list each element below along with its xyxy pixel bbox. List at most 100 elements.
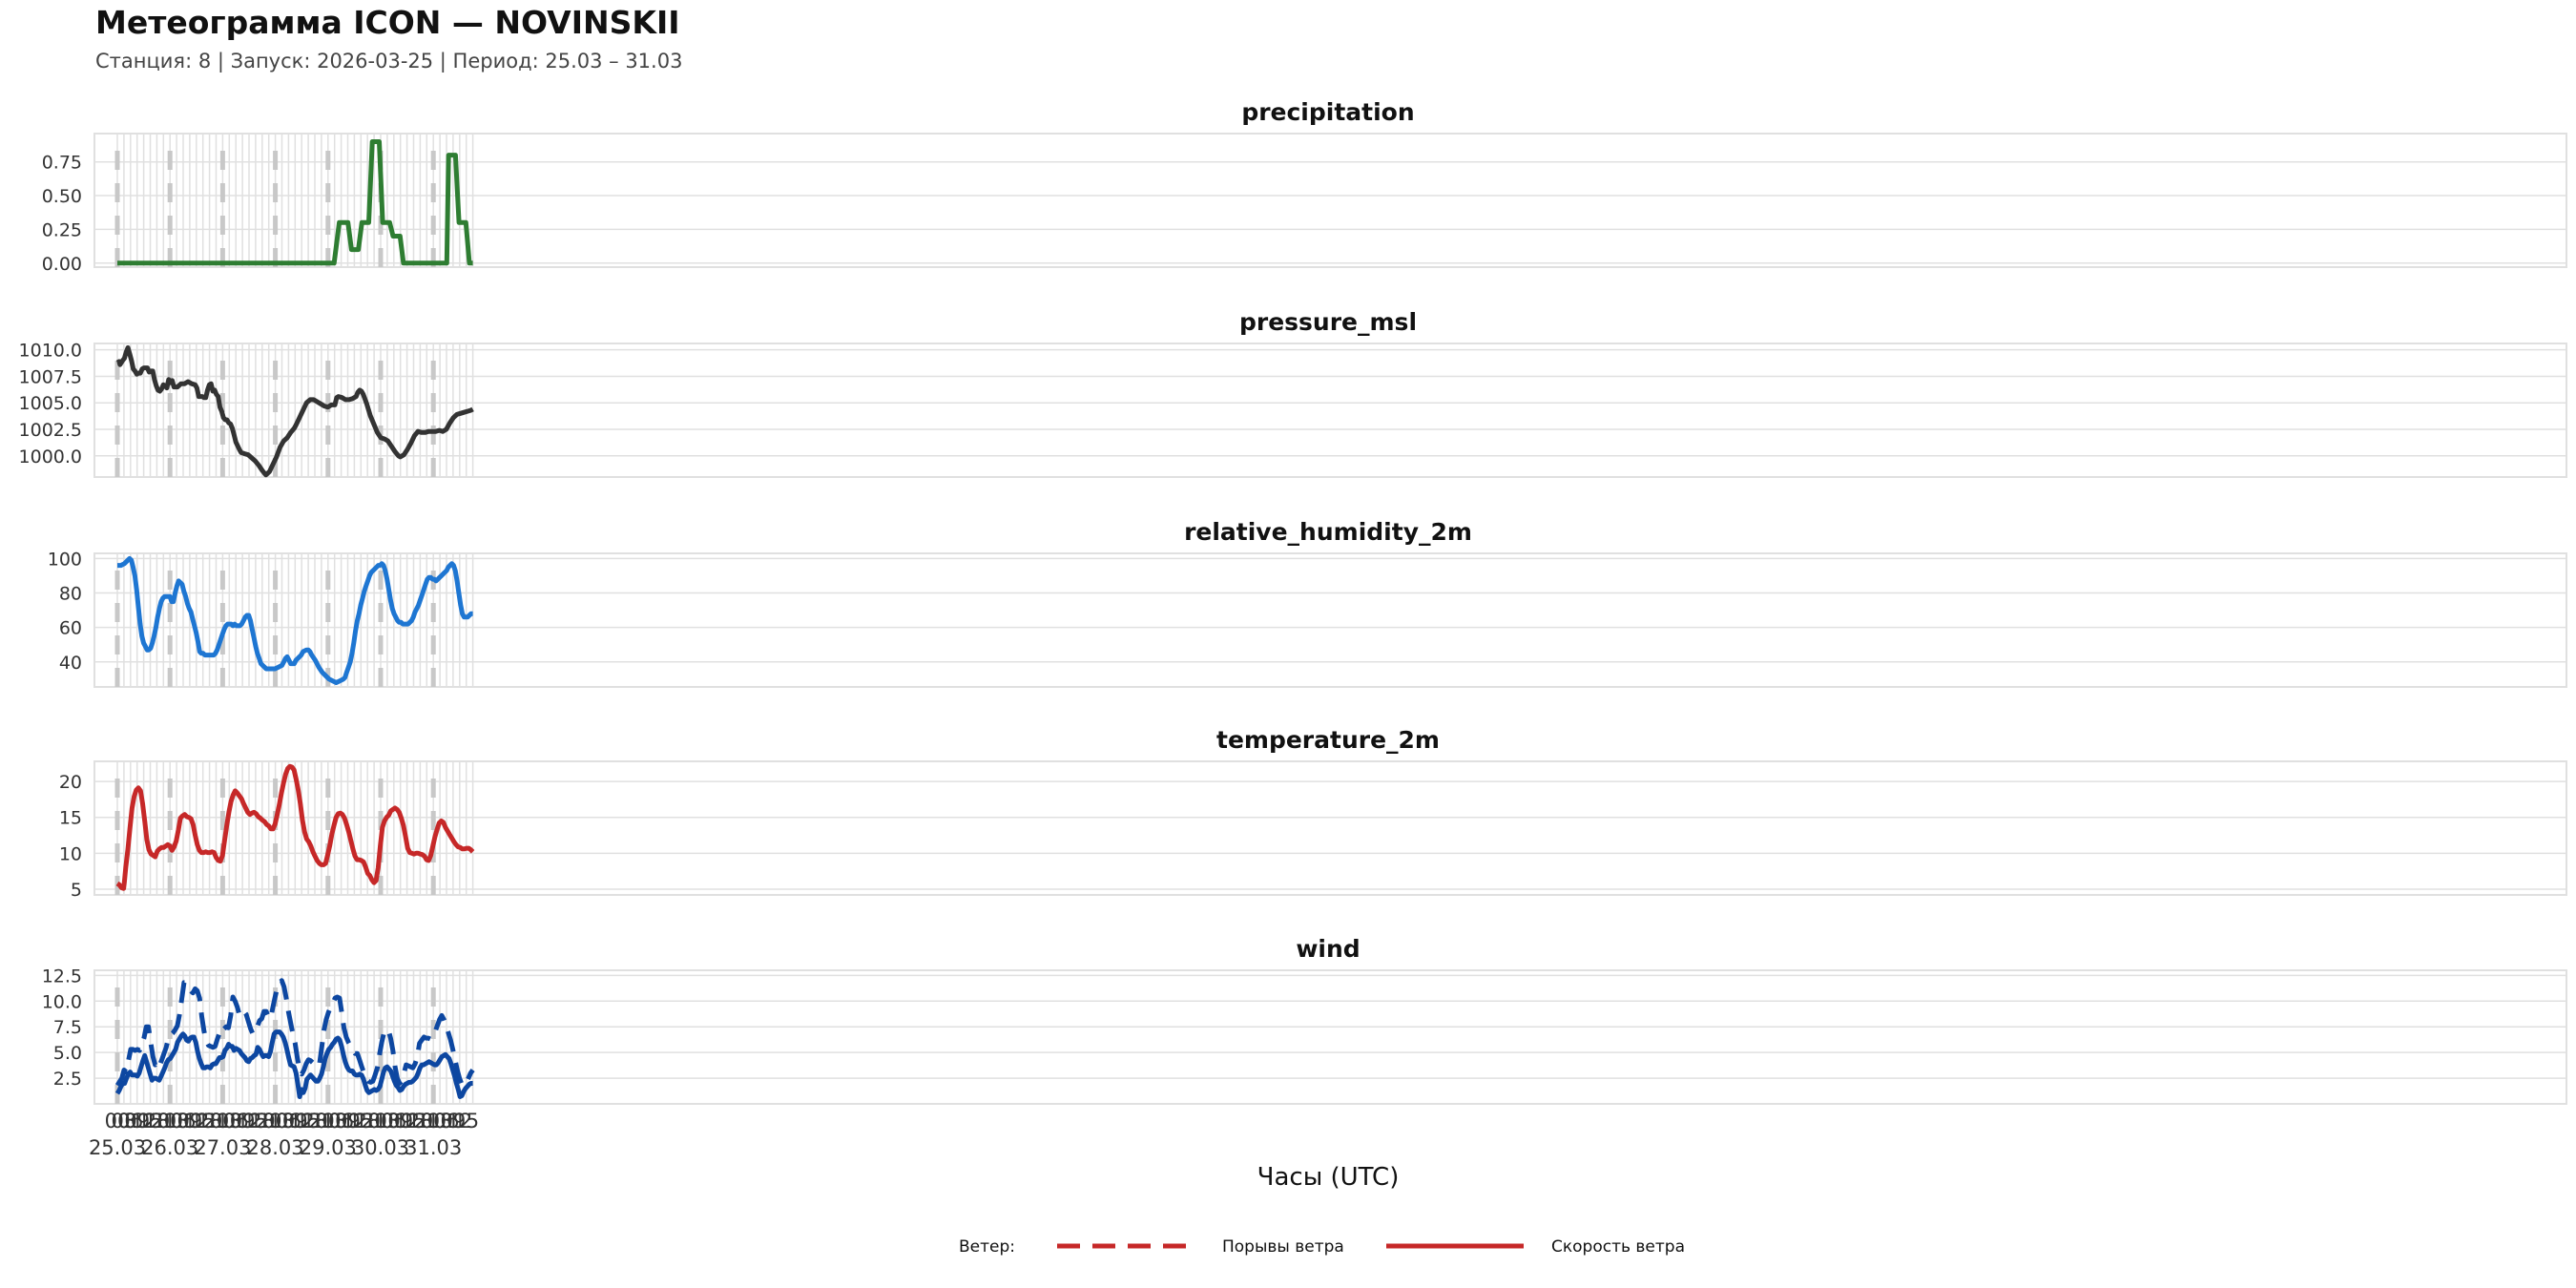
series-line-speed [114,1029,474,1099]
panel-relative_humidity_2m: 40 60 80 100 relative_humidity_2m [48,518,2567,689]
x-tick-label: 00 [421,1110,447,1132]
y-tick-label: 15 [59,808,82,829]
panel-title: pressure_msl [1239,308,1417,336]
x-tick-label: 15 [243,1110,269,1132]
panel-title: precipitation [1241,98,1414,126]
y-tick-label: 1005.0 [19,393,82,414]
x-tick-label: 03 [164,1110,190,1132]
series-line-gust [114,978,475,1089]
x-tick-label: 09 [177,1110,203,1132]
panel-pressure_msl: 1000.0 1002.5 1005.0 1007.5 1010.0 pressure_m… [19,308,2567,479]
x-day-label: 25.03 [89,1136,146,1159]
x-tick-label: 03 [427,1110,453,1132]
x-tick-label: 15 [190,1110,216,1132]
x-tick-label: 09 [387,1110,413,1132]
x-tick-label: 18 [407,1110,433,1132]
x-tick-label: 21 [362,1110,387,1132]
y-tick-label: 10 [59,843,82,864]
x-tick-label: 15 [348,1110,374,1132]
x-tick-label: 00 [368,1110,394,1132]
x-tick-label: 12 [447,1110,472,1132]
x-tick-label: 15 [453,1110,479,1132]
y-tick-label: 0.75 [42,153,82,174]
series-line-temperature_2m [115,763,475,891]
x-tick-label: 12 [183,1110,209,1132]
panel-precipitation: 0.00 0.25 0.50 0.75 precipitation [42,98,2567,275]
x-tick-label: 12 [237,1110,262,1132]
x-tick-label: 03 [375,1110,401,1132]
y-tick-label: 40 [59,653,82,674]
x-tick-label: 21 [151,1110,177,1132]
x-tick-label: 03 [322,1110,347,1132]
legend-prefix: Ветер: [959,1237,1015,1257]
x-tick-label: 21 [203,1110,229,1132]
x-tick-label: 12 [342,1110,367,1132]
x-tick-label: 09 [335,1110,361,1132]
x-day-label: 30.03 [352,1136,409,1159]
y-tick-label: 0.50 [42,186,82,207]
panel-frame [93,343,2567,478]
x-tick-label: 18 [302,1110,328,1132]
x-tick-label: 09 [230,1110,256,1132]
x-day-label: 28.03 [247,1136,304,1159]
panel-frame [93,969,2567,1105]
x-tick-label: 18 [355,1110,381,1132]
x-tick-label: 00 [105,1110,131,1132]
y-tick-label: 80 [59,584,82,605]
x-day-label: 26.03 [141,1136,198,1159]
panel-frame [93,552,2567,688]
x-tick-label: 15 [296,1110,322,1132]
y-tick-label: 5.0 [53,1043,82,1064]
x-tick-label: 21 [309,1110,335,1132]
x-axis: 0003060912151821000306091215182100030609… [89,1110,479,1159]
x-tick-label: 06 [171,1110,197,1132]
y-tick-label: 1000.0 [19,447,82,467]
y-tick-label: 20 [59,772,82,793]
panel-title: relative_humidity_2m [1184,518,1472,546]
x-tick-label: 03 [269,1110,295,1132]
x-tick-label: 06 [328,1110,354,1132]
series-line-pressure_msl [115,344,474,478]
x-tick-label: 06 [434,1110,460,1132]
x-tick-label: 21 [256,1110,281,1132]
y-tick-label: 1002.5 [19,420,82,441]
x-day-label: 31.03 [405,1136,462,1159]
y-tick-label: 12.5 [42,966,82,987]
panel-title: wind [1296,935,1360,963]
x-tick-label: 06 [117,1110,143,1132]
y-tick-label: 7.5 [53,1017,82,1038]
legend: Ветер: Порывы ветра Скорость ветра [959,1237,1685,1257]
y-tick-label: 100 [48,549,82,570]
x-tick-label: 09 [441,1110,467,1132]
x-tick-label: 00 [262,1110,288,1132]
x-tick-label: 12 [394,1110,420,1132]
x-day-label: 29.03 [300,1136,357,1159]
y-tick-label: 1010.0 [19,341,82,362]
x-tick-label: 18 [249,1110,275,1132]
panel-title: temperature_2m [1216,726,1440,754]
y-tick-label: 10.0 [42,991,82,1012]
panels: 0.000.250.500.75precipitation1000.01002.… [19,98,2567,1106]
x-tick-label: 09 [124,1110,150,1132]
legend-speed-label: Скорость ветра [1551,1237,1685,1257]
x-tick-label: 03 [112,1110,137,1132]
x-tick-label: 06 [381,1110,406,1132]
chart-subtitle: Станция: 8 | Запуск: 2026-03-25 | Период… [95,50,683,73]
x-tick-label: 00 [157,1110,183,1132]
y-tick-label: 5 [71,880,82,901]
panel-temperature_2m: 5 10 15 20 temperature_2m [59,726,2567,901]
y-tick-label: 0.00 [42,254,82,275]
x-tick-label: 00 [210,1110,236,1132]
x-axis-label: Часы (UTC) [1257,1163,1400,1192]
x-day-label: 27.03 [194,1136,251,1159]
x-tick-label: 18 [197,1110,222,1132]
panel-frame [93,760,2567,896]
series-line-precipitation [117,139,473,266]
x-tick-label: 06 [223,1110,249,1132]
x-tick-label: 12 [289,1110,315,1132]
x-tick-label: 15 [137,1110,163,1132]
chart-title: Метеограмма ICON — NOVINSKII [95,4,680,41]
panel-wind: 2.5 5.0 7.5 10.0 12.5 wind [42,935,2567,1106]
x-tick-label: 06 [276,1110,301,1132]
